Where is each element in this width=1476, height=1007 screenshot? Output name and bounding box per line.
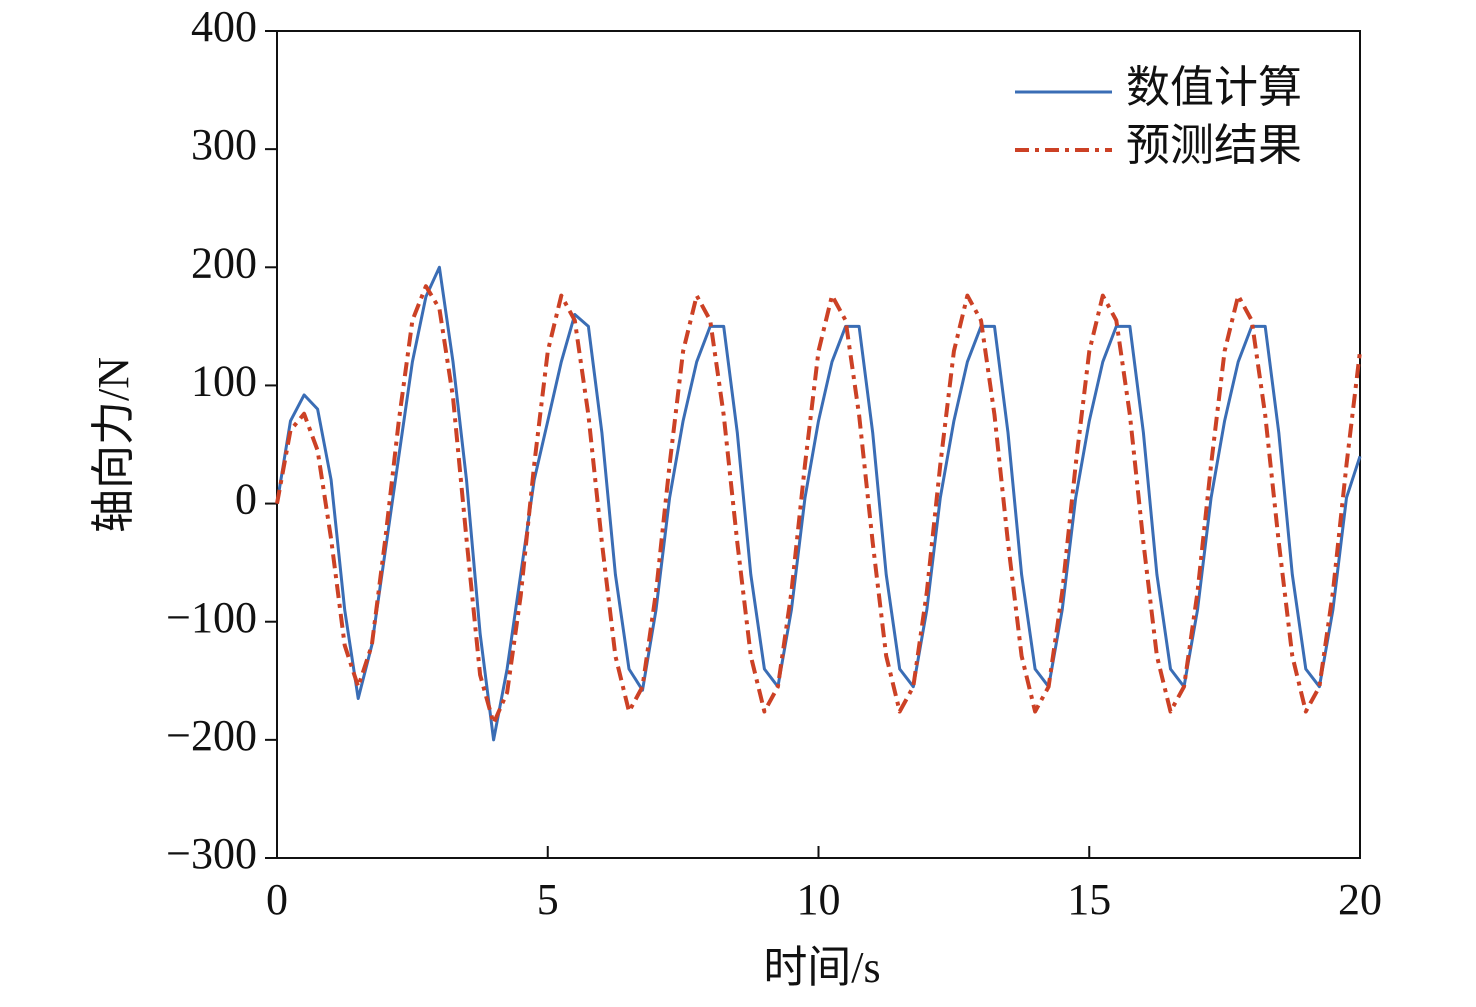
y-tick-label: 100 bbox=[191, 357, 257, 406]
data-line bbox=[275, 284, 1362, 726]
x-tick-label: 0 bbox=[266, 875, 288, 924]
y-tick-label: 400 bbox=[191, 2, 257, 51]
x-tick-label: 20 bbox=[1338, 875, 1382, 924]
legend-label: 数值计算 bbox=[1126, 63, 1302, 112]
y-tick-label: 0 bbox=[235, 475, 257, 524]
y-tick-label: −100 bbox=[166, 593, 257, 642]
x-tick-label: 5 bbox=[537, 875, 559, 924]
legend-label: 预测结果 bbox=[1126, 121, 1302, 170]
x-axis-label: 时间/s bbox=[763, 943, 880, 992]
x-tick-label: 15 bbox=[1067, 875, 1111, 924]
y-axis-label: 轴向力/N bbox=[89, 357, 138, 533]
x-tick-label: 10 bbox=[797, 875, 841, 924]
y-tick-label: −200 bbox=[166, 711, 257, 760]
y-tick-label: 200 bbox=[191, 238, 257, 287]
y-tick-label: 300 bbox=[191, 120, 257, 169]
data-line bbox=[275, 265, 1362, 742]
y-tick-label: −300 bbox=[166, 829, 257, 878]
